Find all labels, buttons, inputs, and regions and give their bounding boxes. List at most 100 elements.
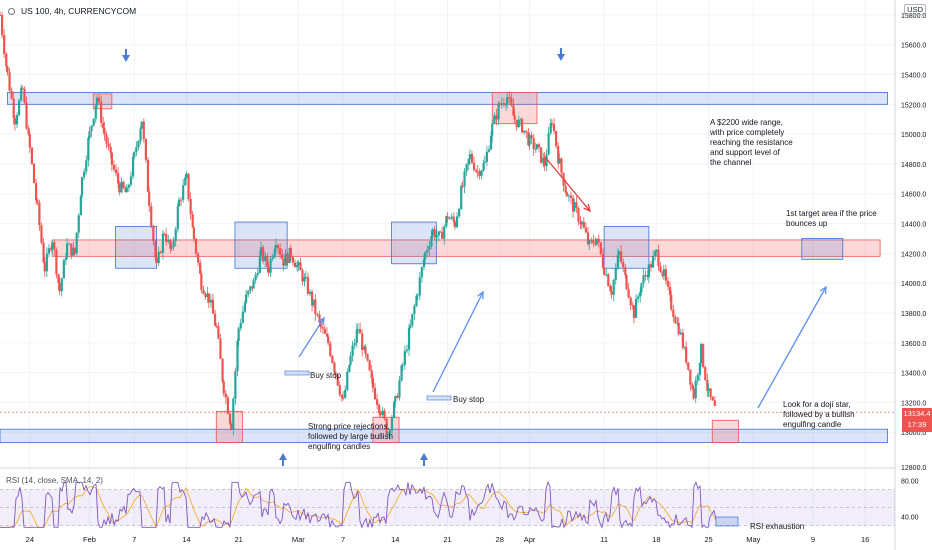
candle-body [249, 286, 252, 291]
candle-body [72, 247, 75, 256]
candle-body [472, 162, 476, 171]
candle-body [470, 154, 474, 163]
currency-label[interactable]: USD [904, 4, 926, 15]
candle-body [681, 332, 684, 348]
candle-body [532, 138, 535, 150]
candle-body [70, 243, 73, 256]
candle-body [353, 342, 356, 346]
candle-body [461, 186, 464, 188]
zone-target[interactable] [801, 238, 844, 260]
candle-body [301, 270, 304, 282]
x-tick-label: 25 [704, 535, 712, 544]
y-tick-label: 15600.0 [901, 43, 926, 50]
candle-body [702, 343, 705, 367]
candle-body [657, 250, 660, 267]
zone-mid-3[interactable] [391, 221, 437, 265]
candle-body [79, 195, 82, 216]
zone-mid-channel[interactable] [51, 239, 881, 257]
candle-body [560, 158, 563, 173]
rsi-ma-line [0, 485, 717, 529]
zone-mid-4[interactable] [603, 226, 650, 269]
candle-body [314, 299, 317, 315]
candle-body [189, 198, 192, 215]
candle-body [549, 123, 552, 134]
candle-body [666, 280, 670, 287]
candle-body [691, 384, 694, 389]
candle-body [254, 274, 257, 281]
candle-body [445, 216, 448, 227]
candle-body [125, 187, 128, 193]
candle-body [575, 202, 578, 209]
candle-body [25, 102, 28, 129]
candle-body [530, 135, 533, 139]
rsi-title: RSI (14, close, SMA, 14, 2) [6, 476, 103, 485]
candle-body [552, 123, 556, 132]
candle-body [401, 364, 404, 366]
candle-body [8, 72, 11, 91]
candle-body [206, 293, 209, 298]
candle-body [426, 249, 429, 253]
zone-support[interactable] [0, 428, 888, 444]
candle-body [217, 326, 220, 339]
candle-body [528, 135, 531, 146]
candle-body [45, 253, 48, 272]
x-tick-label: 11 [600, 535, 608, 544]
candle-body [517, 119, 520, 128]
candle-body [664, 269, 667, 281]
candle-body [375, 399, 379, 405]
candle-body [172, 240, 175, 248]
up-arrow-icon [420, 453, 428, 466]
candle-body [321, 327, 324, 329]
candle-body [443, 226, 446, 239]
zone-bot-3[interactable] [711, 419, 739, 444]
candle-body [155, 257, 158, 264]
candle-body [100, 101, 103, 123]
candle-body [651, 256, 655, 268]
candle-body [542, 157, 545, 163]
candle-body [418, 277, 421, 296]
candle-body [629, 297, 632, 306]
candle-body [537, 144, 541, 148]
zone-resistance[interactable] [7, 92, 888, 105]
candle-body [256, 272, 259, 275]
candle-body [297, 262, 300, 266]
x-tick-label: Feb [83, 535, 96, 544]
candle-body [289, 247, 292, 258]
candle-body [668, 286, 672, 295]
candle-body [612, 279, 615, 295]
candle-body [43, 262, 46, 272]
candle-body [699, 343, 703, 363]
zone-mid-1[interactable] [115, 226, 158, 269]
candle-body [497, 103, 500, 120]
candle-body [424, 252, 427, 260]
candle-body [383, 410, 386, 419]
candle-body [609, 286, 612, 292]
candle-body [154, 240, 157, 258]
candle-body [467, 158, 470, 165]
candle-body [607, 274, 610, 287]
candle-body [162, 233, 166, 235]
candle-body [107, 143, 110, 147]
candle-body [247, 290, 250, 295]
candle-body [124, 188, 127, 193]
buy-stop-marker[interactable] [284, 370, 310, 376]
candle-body [200, 273, 203, 290]
y-tick-label: 14800.0 [901, 162, 926, 169]
rsi-exhaustion-box[interactable] [715, 516, 739, 527]
candle-body [508, 97, 511, 99]
candle-body [642, 275, 645, 284]
x-tick-label: 21 [443, 535, 451, 544]
candle-body [614, 268, 617, 280]
candle-body [580, 221, 583, 225]
candle-body [370, 370, 373, 379]
candle-body [437, 231, 440, 236]
candle-body [157, 251, 160, 264]
candle-body [161, 233, 164, 253]
rsi-tick-label: 40.00 [901, 515, 919, 522]
candle-body [513, 115, 516, 120]
x-tick-label: May [746, 535, 760, 544]
candle-body [169, 239, 172, 249]
buy-stop-marker[interactable] [426, 395, 452, 401]
candle-body [394, 396, 397, 403]
